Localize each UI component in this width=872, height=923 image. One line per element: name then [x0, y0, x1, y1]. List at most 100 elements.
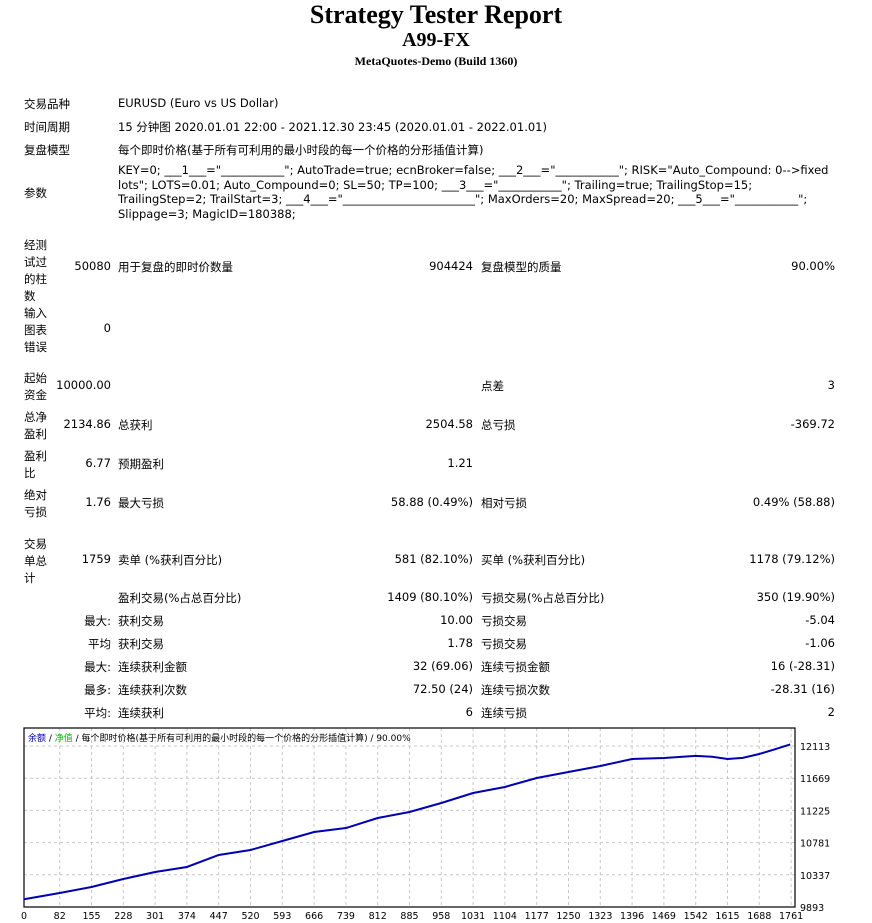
stat-value: 1.76: [85, 495, 111, 509]
stat-label: 输入图表错误: [24, 306, 47, 354]
legend-balance: 余额: [28, 734, 47, 744]
model-label: 复盘模型: [24, 143, 70, 157]
y-tick-label: 9893: [800, 903, 824, 914]
period-label: 时间周期: [24, 120, 70, 134]
y-tick-label: 10337: [800, 871, 830, 882]
stat-value: 16 (-28.31): [770, 659, 835, 673]
stat-label: 获利交易: [118, 637, 164, 651]
x-tick-label: 812: [369, 911, 387, 922]
x-tick-label: 666: [305, 911, 323, 922]
x-tick-label: 374: [178, 911, 196, 922]
x-tick-label: 1688: [747, 911, 771, 922]
stat-value: 581 (82.10%): [394, 552, 473, 566]
stat-value: 2504.58: [425, 417, 473, 431]
y-tick-label: 11225: [800, 806, 830, 817]
stat-label: 卖单 (%获利百分比): [118, 553, 223, 567]
stat-value: -1.06: [805, 636, 835, 650]
stat-label: 盈利比: [24, 449, 47, 480]
stat-label: 连续获利次数: [118, 683, 187, 697]
stat-label: 点差: [481, 379, 504, 393]
plot-frame: [23, 727, 796, 908]
stat-value: -28.31 (16): [770, 682, 835, 696]
chart-legend: 余额 / 净值 / 每个即时价格(基于所有可利用的最小时段的每一个价格的分形插值…: [28, 731, 411, 744]
x-tick-label: 0: [21, 911, 27, 922]
legend-equity: 净值: [54, 734, 73, 744]
stat-value: 0.49% (58.88): [752, 495, 835, 509]
balance-chart: 0 82 155 228 301 374 447 520 593 666 739 812 885 958 1…: [21, 727, 830, 922]
stat-value: 72.50 (24): [412, 682, 473, 696]
stat-label: 用于复盘的即时价数量: [118, 260, 233, 274]
stat-label: 预期盈利: [118, 457, 164, 471]
stat-value: 最多:: [84, 683, 111, 697]
stat-value: 平均: [88, 637, 111, 651]
x-tick-label: 301: [146, 911, 164, 922]
x-tick-label: 1761: [779, 911, 803, 922]
stat-value: 平均:: [84, 706, 111, 720]
params-label: 参数: [24, 186, 47, 200]
symbol-label: 交易品种: [24, 97, 70, 111]
stat-label: 起始资金: [24, 371, 47, 402]
stat-label: 买单 (%获利百分比): [481, 553, 586, 567]
legend-separator: /: [46, 734, 55, 744]
stat-value: 6: [465, 705, 473, 719]
stat-value: 10.00: [440, 613, 473, 627]
stat-value: 6.77: [85, 456, 111, 470]
stat-label: 获利交易: [118, 614, 164, 628]
stat-label: 总亏损: [481, 418, 516, 432]
x-tick-label: 885: [400, 911, 418, 922]
stat-value: 1178 (79.12%): [749, 552, 835, 566]
legend-model: / 每个即时价格(基于所有可利用的最小时段的每一个价格的分形插值计算) / 90…: [72, 734, 411, 744]
x-tick-label: 1323: [588, 911, 612, 922]
x-tick-label: 1031: [461, 911, 485, 922]
stat-label: 连续获利: [118, 706, 164, 720]
stat-value: 最大:: [84, 614, 111, 628]
model-value: 每个即时价格(基于所有可利用的最小时段的每一个价格的分形插值计算): [118, 143, 484, 157]
x-tick-label: 447: [210, 911, 228, 922]
stat-value: 50080: [74, 259, 111, 273]
stat-label: 总净盈利: [24, 410, 47, 441]
stat-label: 交易单总计: [24, 537, 47, 585]
stat-label: 绝对亏损: [24, 488, 47, 519]
period-value: 15 分钟图 2020.01.01 22:00 - 2021.12.30 23:…: [118, 120, 547, 134]
stat-value: 0: [103, 321, 111, 335]
stat-value: -5.04: [805, 613, 835, 627]
x-tick-label: 739: [337, 911, 355, 922]
stat-label: 连续亏损金额: [481, 660, 550, 674]
stat-value: 最大:: [84, 660, 111, 674]
stat-label: 亏损交易(%占总百分比): [481, 591, 605, 605]
stat-label: 经测试过的柱数: [24, 238, 47, 303]
x-tick-label: 1542: [684, 911, 708, 922]
x-tick-label: 228: [114, 911, 132, 922]
stat-label: 连续亏损次数: [481, 683, 550, 697]
stat-value: 10000.00: [56, 378, 111, 392]
x-tick-label: 155: [82, 911, 100, 922]
x-tick-label: 1396: [620, 911, 644, 922]
stat-label: 连续亏损: [481, 706, 527, 720]
stat-value: 350 (19.90%): [756, 590, 835, 604]
stat-value: 3: [827, 378, 835, 392]
stat-value: 2: [827, 705, 835, 719]
stat-label: 连续获利金额: [118, 660, 187, 674]
stat-value: 2134.86: [63, 417, 111, 431]
stat-label: 相对亏损: [481, 496, 527, 510]
balance-line: [23, 743, 791, 901]
params-value: KEY=0; ___1___="___________"; AutoTrade=…: [118, 163, 829, 221]
stat-label: 亏损交易: [481, 637, 527, 651]
stat-label: 最大亏损: [118, 496, 164, 510]
x-tick-label: 520: [241, 911, 259, 922]
x-tick-label: 82: [54, 911, 66, 922]
stat-value: 1.78: [447, 636, 473, 650]
x-tick-label: 1615: [715, 911, 739, 922]
build-info: MetaQuotes-Demo (Build 1360): [354, 54, 518, 68]
stat-label: 总获利: [118, 418, 153, 432]
stat-value: 1.21: [447, 456, 473, 470]
report-subtitle: A99-FX: [402, 29, 470, 51]
stat-value: -369.72: [790, 417, 835, 431]
x-tick-label: 1250: [556, 911, 580, 922]
x-tick-label: 1104: [493, 911, 517, 922]
stat-label: 复盘模型的质量: [481, 260, 562, 274]
stat-label: 盈利交易(%占总百分比): [118, 591, 242, 605]
stat-value: 58.88 (0.49%): [390, 495, 473, 509]
x-tick-label: 958: [432, 911, 450, 922]
y-tick-label: 11669: [800, 774, 830, 785]
